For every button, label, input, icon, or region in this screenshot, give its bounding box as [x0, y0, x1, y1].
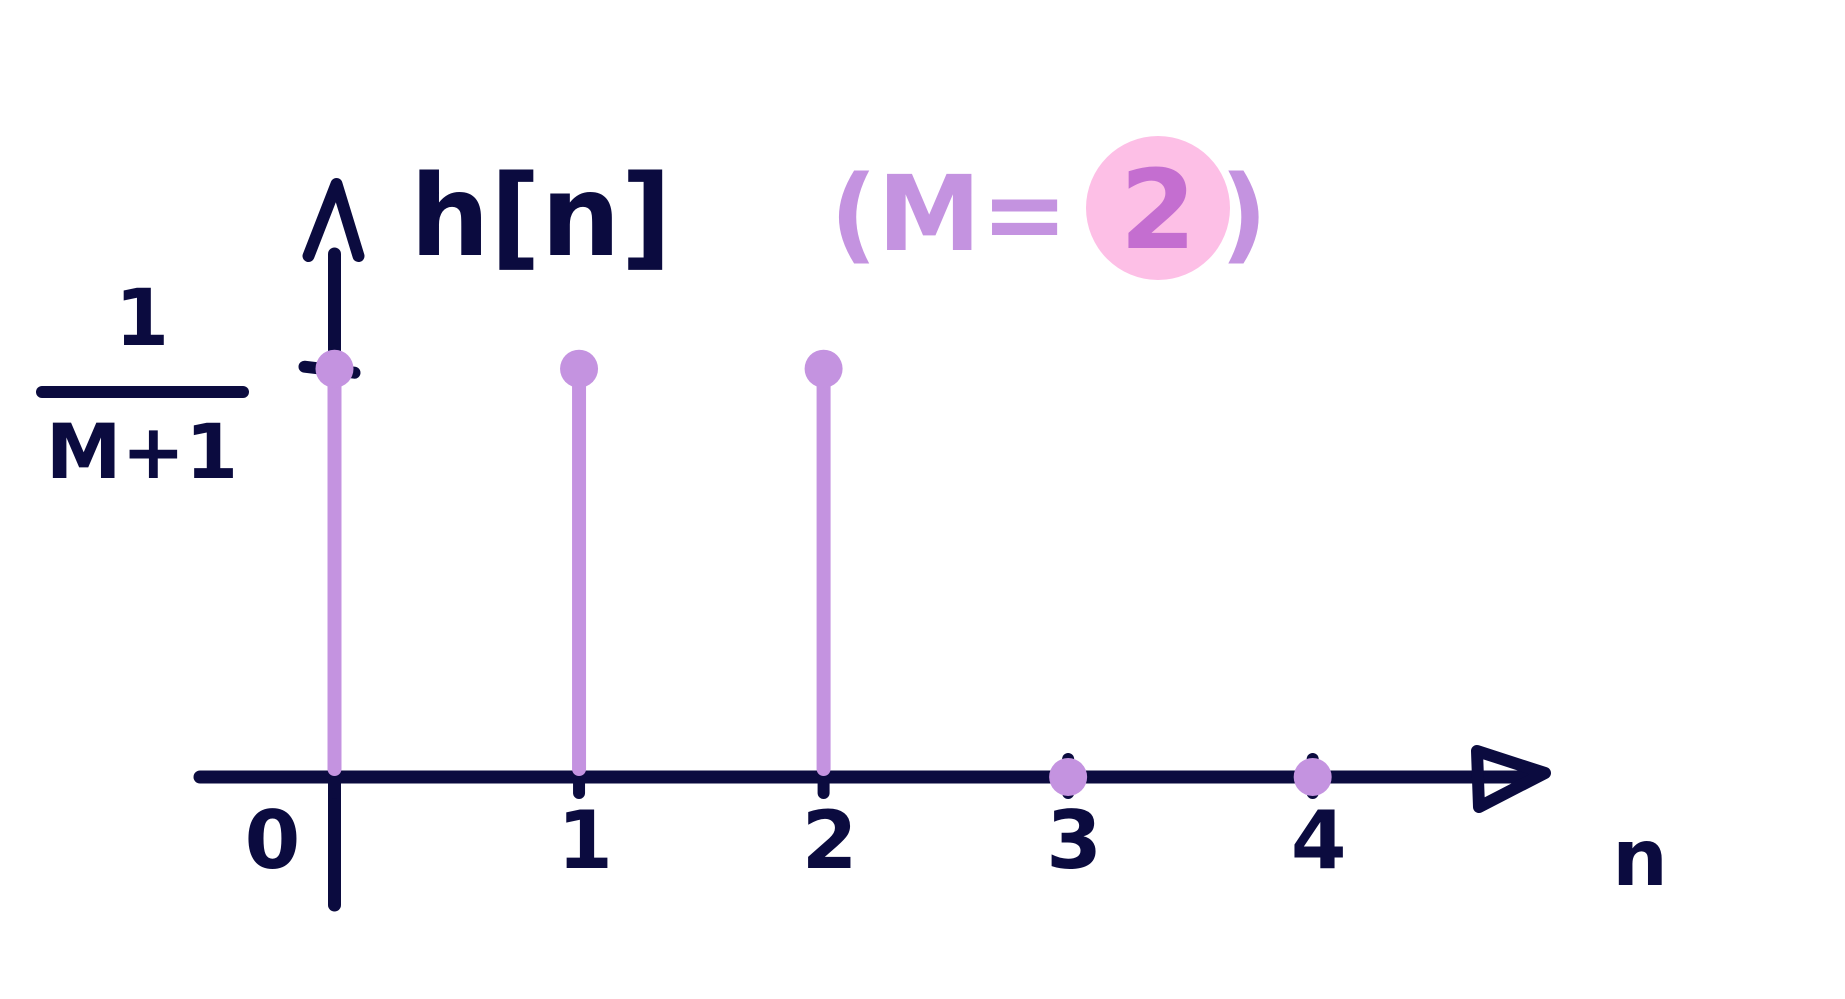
stem-marker-3: [1049, 758, 1088, 796]
x-axis-label: n: [1612, 814, 1668, 904]
x-tick-label-2: 2: [802, 794, 858, 887]
axes: 0 1 2 3 4: [193, 178, 1551, 912]
annotation-prefix: (M=: [830, 153, 1068, 275]
x-axis-arrowhead: [1471, 745, 1551, 813]
y-axis-arrowhead: [302, 178, 365, 262]
m-annotation: (M= 2 ): [830, 136, 1268, 280]
stems: [315, 349, 1332, 796]
x-tick-label-0: 0: [245, 794, 301, 887]
y-value-label: 1 M+1: [36, 274, 249, 496]
annotation-suffix: ): [1220, 153, 1268, 275]
x-tick-label-3: 3: [1046, 794, 1102, 887]
annotation-value: 2: [1120, 146, 1197, 274]
stem-marker-0: [315, 349, 354, 388]
chart-title: h[n]: [410, 152, 672, 282]
fraction-numerator: 1: [115, 274, 169, 364]
highlight-circle: [1086, 136, 1230, 280]
labels: h[n] (M= 2 ) 1 M+1 n: [36, 136, 1668, 904]
stem-marker-2: [804, 349, 843, 388]
stem-marker-1: [560, 349, 599, 388]
x-tick-label-1: 1: [557, 794, 613, 887]
x-tick-label-4: 4: [1291, 794, 1347, 887]
stem-marker-4: [1293, 758, 1332, 796]
fraction-denominator: M+1: [46, 407, 238, 496]
